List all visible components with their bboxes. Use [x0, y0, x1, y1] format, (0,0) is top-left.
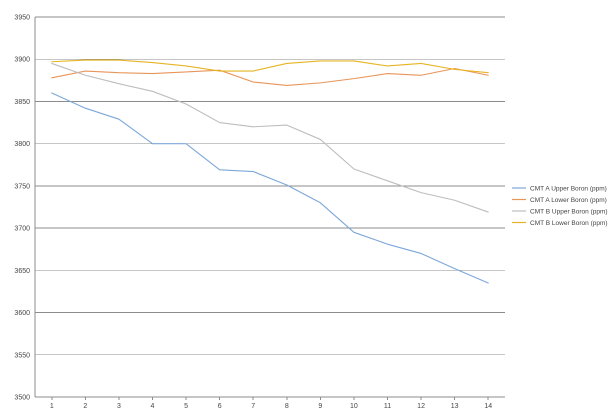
series-line-4 — [51, 59, 489, 74]
legend-label: CMT B Upper Boron (ppm) — [530, 208, 608, 215]
y-tick-label: 3550 — [14, 352, 30, 359]
y-tick-label: 3850 — [14, 99, 30, 106]
legend: CMT A Upper Boron (ppm) CMT A Lower Boron… — [512, 185, 608, 227]
legend-label: CMT A Upper Boron (ppm) — [530, 185, 607, 192]
x-tick-label: 2 — [83, 403, 87, 410]
x-tick-label: 7 — [251, 403, 255, 410]
legend-item: CMT B Upper Boron (ppm) — [512, 208, 608, 215]
y-tick-label: 3750 — [14, 183, 30, 190]
legend-item: CMT A Upper Boron (ppm) — [512, 185, 607, 192]
x-tick-label: 3 — [117, 403, 121, 410]
x-tick-label: 12 — [417, 403, 425, 410]
x-tick-label: 8 — [285, 403, 289, 410]
x-tick-label: 1 — [50, 403, 54, 410]
x-tick-label: 13 — [451, 403, 459, 410]
legend-item: CMT B Lower Boron (ppm) — [512, 220, 608, 227]
x-tick-label: 10 — [350, 403, 358, 410]
y-tick-label: 3600 — [14, 310, 30, 317]
x-tick-label: 5 — [184, 403, 188, 410]
y-tick-label: 3800 — [14, 141, 30, 148]
grid-layer — [35, 16, 505, 398]
x-tick-label: 6 — [218, 403, 222, 410]
x-tick-label: 4 — [151, 403, 155, 410]
series-line-1 — [51, 92, 489, 284]
series-layer — [51, 59, 489, 284]
y-tick-label: 3650 — [14, 268, 30, 275]
legend-item: CMT A Lower Boron (ppm) — [512, 197, 607, 204]
series-line-3 — [51, 62, 489, 213]
axis-layer: 3500 3550 3600 3650 3700 3750 3800 3850 3900 3950… — [14, 15, 492, 411]
x-tick-label: 9 — [318, 403, 322, 410]
legend-label: CMT B Lower Boron (ppm) — [530, 220, 608, 227]
series-line-2 — [51, 67, 489, 86]
y-tick-label: 3950 — [14, 15, 30, 22]
legend-label: CMT A Lower Boron (ppm) — [530, 197, 607, 204]
y-tick-label: 3500 — [14, 395, 30, 402]
x-tick-label: 14 — [484, 403, 492, 410]
y-tick-label: 3700 — [14, 226, 30, 233]
y-tick-label: 3900 — [14, 57, 30, 64]
x-tick-label: 11 — [384, 403, 391, 410]
